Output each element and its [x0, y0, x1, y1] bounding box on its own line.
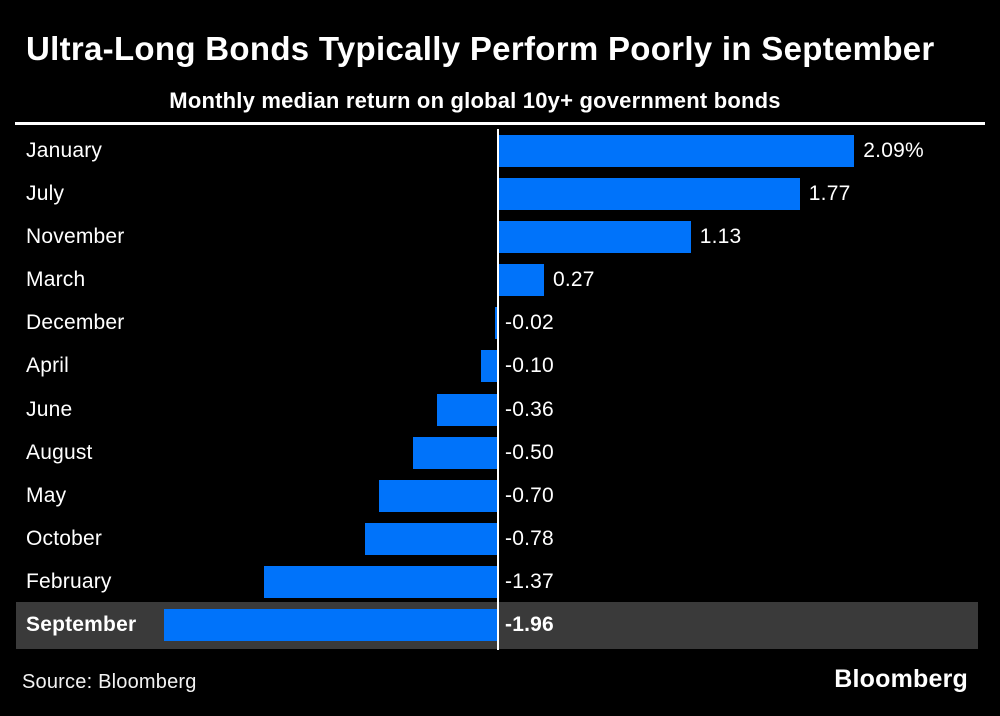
bar: [163, 609, 498, 642]
bar: [436, 393, 498, 426]
value-label: -0.50: [505, 440, 554, 464]
category-label: February: [26, 570, 112, 594]
bar: [365, 523, 498, 555]
value-label: -0.70: [505, 483, 554, 507]
bar-row: February -1.37: [0, 561, 1000, 604]
bar-row: March 0.27: [0, 259, 1000, 302]
bar: [412, 436, 499, 469]
category-label: September: [26, 613, 137, 637]
bar: [498, 177, 800, 210]
value-label: -0.02: [505, 311, 554, 335]
bar: [378, 479, 498, 512]
bar: [494, 307, 498, 340]
value-label: -1.96: [505, 613, 554, 637]
value-label: -0.36: [505, 397, 554, 421]
value-label: -0.78: [505, 527, 554, 551]
source-note: Source: Bloomberg: [22, 671, 197, 693]
category-label: August: [26, 440, 93, 464]
value-label: 0.27: [553, 268, 595, 292]
bar-row: June -0.36: [0, 388, 1000, 431]
category-label: June: [26, 397, 73, 421]
header-divider: [15, 122, 985, 125]
category-label: July: [26, 181, 65, 205]
bar-row: January 2.09%: [0, 129, 1000, 172]
bar: [498, 264, 544, 296]
chart-title: Ultra-Long Bonds Typically Perform Poorl…: [26, 30, 935, 67]
category-label: March: [26, 268, 86, 292]
bar-row: September -1.96: [0, 601, 1000, 649]
category-label: April: [26, 354, 70, 378]
bar: [480, 350, 498, 383]
value-label: -0.10: [505, 354, 554, 378]
chart-subtitle: Monthly median return on global 10y+ gov…: [169, 88, 781, 113]
bar-row: August -0.50: [0, 431, 1000, 474]
bar-row: December -0.02: [0, 302, 1000, 345]
bar-row: July 1.77: [0, 172, 1000, 215]
bar-row: May -0.70: [0, 474, 1000, 517]
bar-chart: January 2.09% July 1.77 November 1.13 March 0.2…: [0, 129, 1000, 650]
bar: [498, 134, 855, 167]
category-label: January: [26, 138, 103, 162]
category-label: October: [26, 527, 103, 551]
category-label: December: [26, 311, 125, 335]
bar-row: October -0.78: [0, 518, 1000, 561]
value-label: 2.09%: [863, 138, 924, 162]
bar-row: April -0.10: [0, 345, 1000, 388]
value-label: 1.77: [808, 181, 851, 205]
value-label: -1.37: [505, 570, 554, 594]
bar: [264, 566, 498, 599]
bar-row: November 1.13: [0, 215, 1000, 258]
category-label: May: [26, 483, 67, 507]
bar: [498, 220, 691, 253]
bloomberg-logo: Bloomberg: [834, 665, 968, 693]
value-label: 1.13: [699, 224, 742, 248]
category-label: November: [26, 224, 125, 248]
zero-axis-line: [497, 129, 499, 650]
